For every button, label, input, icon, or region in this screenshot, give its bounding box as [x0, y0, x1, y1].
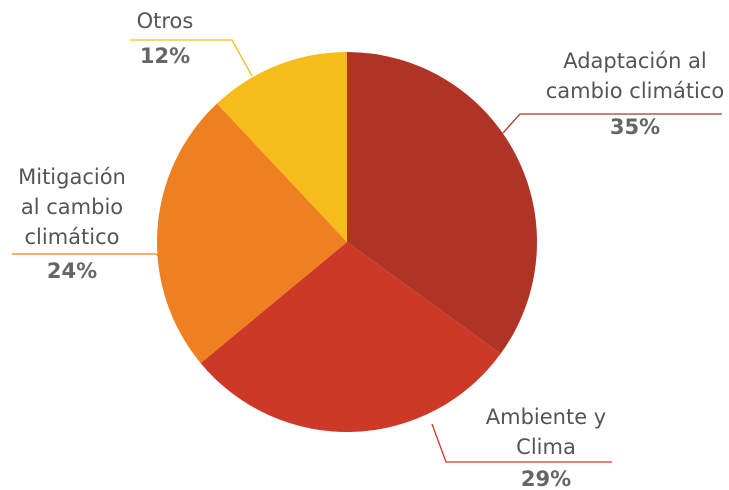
label-line: climático	[24, 225, 119, 249]
slice-value: 24%	[47, 259, 97, 283]
slice-label: Adaptación al cambio climático	[546, 49, 725, 103]
label-line: Otros	[137, 9, 194, 33]
slice-label: Ambiente y Clima	[486, 405, 606, 459]
label-line: Ambiente y	[486, 405, 606, 429]
slice-value: 35%	[610, 115, 660, 139]
label-line: Adaptación al	[563, 49, 707, 73]
slice-value: 12%	[140, 44, 190, 68]
label-line: Clima	[516, 435, 576, 459]
leader-line	[502, 113, 722, 134]
label-line: Mitigación	[18, 165, 126, 189]
pie-slice	[156, 103, 347, 364]
label-line: al cambio	[21, 195, 123, 219]
label-line: cambio climático	[546, 79, 725, 103]
leader-line	[130, 39, 253, 77]
pie-slice	[216, 52, 347, 242]
slice-label: Otros	[137, 9, 194, 33]
leader-line	[12, 253, 167, 263]
pie-slice	[200, 242, 501, 432]
slice-label: Mitigación al cambio climático	[18, 165, 126, 249]
pie-slice	[347, 52, 538, 354]
leader-line	[431, 423, 612, 463]
slice-value: 29%	[521, 467, 571, 490]
